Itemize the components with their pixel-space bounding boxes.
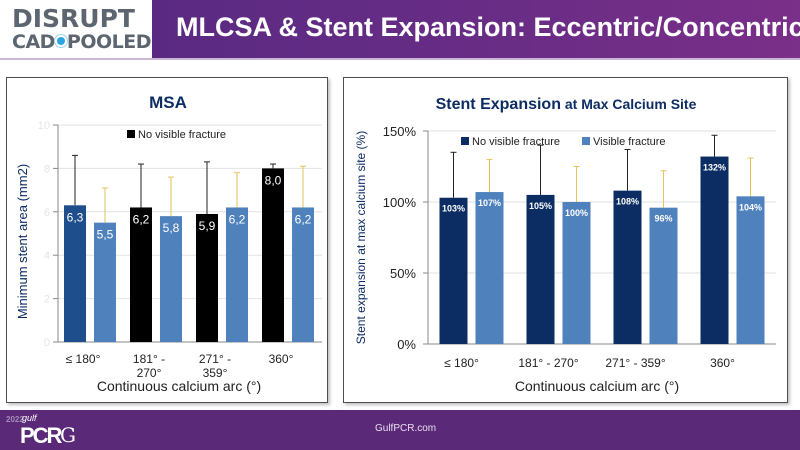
data-label: 103% [442,204,465,214]
legend-swatch-no-fracture [461,137,469,145]
bar-no-fracture [130,207,152,342]
y-tick-label: 150% [383,124,417,139]
data-label: 104% [739,202,762,212]
logo-line1: DISRUPT [12,4,135,33]
chart-title: MSA [149,93,187,112]
data-label: 5,9 [199,219,216,233]
header-divider [0,58,800,60]
bar-visible-fracture [160,216,182,342]
x-tick-label: ≤ 180° [66,352,101,366]
legend-swatch-visible-fracture [582,137,590,145]
bar-no-fracture [64,205,86,342]
x-tick-label: ≤ 180° [444,356,479,370]
bar-visible-fracture [94,222,116,342]
y-tick-label: 50% [390,266,416,281]
bar-visible-fracture [562,202,591,344]
footer-url[interactable]: GulfPCR.com [375,423,437,434]
legend-label-no-fracture: No visible fracture [138,129,226,141]
bar-visible-fracture [736,196,765,344]
data-label: 96% [654,214,672,224]
y-tick-label: 0% [397,337,416,352]
x-axis-title: Continuous calcium arc (°) [515,378,679,394]
msa-chart-panel: MSA 0 2 4 6 8 10 Minimum stent area (mm2) No vis… [6,77,328,403]
y-axis-title: Stent expansion at max calcium site (%) [354,131,368,344]
bar-no-fracture [196,213,218,342]
data-label: 107% [478,198,501,208]
legend-label-no-fracture: No visible fracture [472,136,560,148]
legend-label-visible-fracture: Visible fracture [593,136,666,148]
x-tick-label: 360° [269,352,294,366]
bar-no-fracture [526,194,555,344]
x-tick-label: 181° - [133,352,165,366]
data-label: 108% [616,197,639,207]
data-label: 100% [565,208,588,218]
legend-swatch-no-fracture [127,130,135,138]
footer-brand-suffix: G [60,423,76,447]
y-tick-label: 6 [44,207,50,219]
bar-no-fracture [439,197,468,344]
y-tick-label: 8 [44,163,50,175]
bar-visible-fracture [649,207,678,344]
bar-visible-fracture [475,192,504,344]
data-label: 132% [703,163,726,173]
y-tick-label: 4 [44,250,50,262]
logo-line2: CAD POOLED [12,31,152,53]
data-label: 5,5 [97,228,114,242]
slide-header: DISRUPT CAD POOLED MLCSA & Stent Expansio… [0,0,800,58]
expansion-chart: Stent Expansion at Max Calcium Site 0% 50%… [354,96,776,394]
disrupt-cad-logo: DISRUPT CAD POOLED [0,0,152,58]
logo-cad: CAD [12,31,55,53]
x-axis-title: Continuous calcium arc (°) [97,378,261,394]
logo-pooled: POOLED [66,31,152,53]
bar-no-fracture [613,190,642,344]
y-tick-label: 100% [383,195,417,210]
footer: 2022 gulf PCR G GulfPCR.com [0,410,800,450]
data-label: 8,0 [265,173,282,187]
bar-visible-fracture [226,207,248,342]
data-label: 105% [529,201,552,211]
footer-brand-small: gulf [22,413,37,423]
x-tick-label: 271° - [199,352,231,366]
data-label: 6,3 [67,210,84,224]
y-tick-label: 2 [44,294,50,306]
footer-year: 2022 [6,415,24,424]
y-tick-label: 10 [38,120,50,132]
data-label: 6,2 [229,212,246,226]
bar-no-fracture [700,156,729,344]
x-tick-label-cont: 270° [137,366,162,380]
x-tick-label: 360° [710,356,735,370]
msa-chart: MSA 0 2 4 6 8 10 Minimum stent area (mm2) No vis… [15,93,322,394]
expansion-chart-panel: Stent Expansion at Max Calcium Site 0% 50%… [343,77,788,403]
bar-visible-fracture [292,207,314,342]
bar-no-fracture [262,168,284,342]
title-bar: MLCSA & Stent Expansion: Eccentric/Conce… [152,0,800,58]
footer-brand: PCR [20,423,62,448]
chart-title: Stent Expansion at Max Calcium Site [436,96,697,113]
x-tick-label-cont: 359° [203,366,228,380]
y-axis-title: Minimum stent area (mm2) [15,164,30,319]
data-label: 6,2 [295,212,312,226]
y-tick-label: 0 [44,337,50,349]
x-tick-label: 271° - 359° [605,356,666,370]
logo-dot-icon [56,37,65,45]
data-label: 6,2 [133,212,150,226]
x-tick-label: 181° - 270° [518,356,579,370]
slide-title: MLCSA & Stent Expansion: Eccentric/Conce… [176,12,800,42]
data-label: 5,8 [163,221,180,235]
